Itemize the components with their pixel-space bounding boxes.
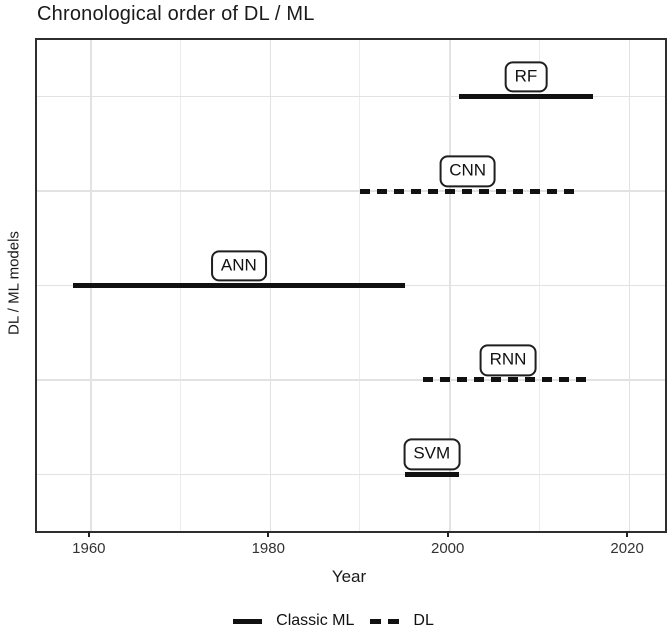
gridline-h-rnn [37,379,665,381]
series-label-rf: RF [504,61,548,93]
gridline-h-svm [37,473,665,476]
legend-swatch-dashed-icon [370,618,400,624]
series-line-cnn [359,188,576,194]
legend-item-dl: DL [370,612,434,630]
legend-label: DL [413,612,434,629]
x-tick-1960 [87,531,90,537]
chart-title: Chronological order of DL / ML [37,3,315,25]
legend-label: Classic ML [276,612,355,629]
x-tick-label-1980: 1980 [251,540,285,557]
x-tick-1980 [267,531,270,537]
series-label-rnn: RNN [479,344,537,376]
x-tick-label-2000: 2000 [430,540,465,557]
series-line-rf [458,94,594,100]
series-label-cnn: CNN [439,155,497,188]
series-line-ann [72,283,405,288]
x-tick-label-1960: 1960 [72,540,106,557]
x-tick-2020 [626,531,629,537]
x-tick-2000 [446,531,449,537]
x-axis: 1960 1980 2000 2020 [35,531,663,571]
gridline-h-cnn [37,190,665,192]
x-axis-title: Year [331,567,367,586]
plot-panel: RF CNN ANN RNN SVM [35,38,667,533]
y-axis-title: DL / ML models [5,231,23,336]
legend-swatch-solid-icon [233,618,263,624]
series-line-rnn [422,377,594,383]
legend-item-classic-ml: Classic ML [233,612,354,630]
series-label-ann: ANN [210,249,267,282]
legend: Classic ML DL [0,610,667,632]
x-tick-label-2020: 2020 [610,540,644,557]
gridline-h-rf [37,95,665,98]
series-line-svm [404,471,459,477]
series-label-svm: SVM [403,438,461,471]
